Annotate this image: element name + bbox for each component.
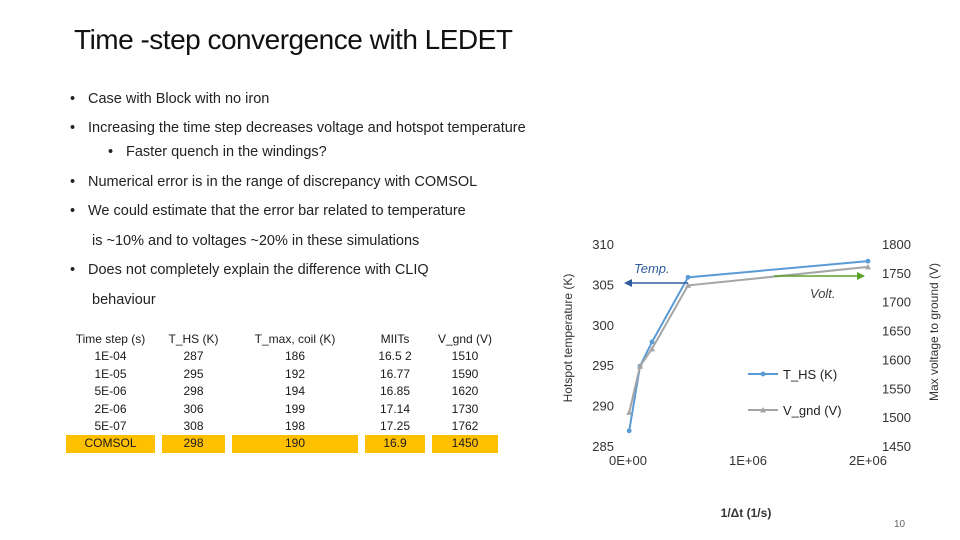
y-left-tick-label: 290 <box>592 399 614 414</box>
table-cell: 295 <box>183 366 204 381</box>
convergence-chart: 285 290 295 300 305 310 1450 1500 1550 1600 1650 1… <box>561 237 941 520</box>
table-cell: 5E-07 <box>94 419 127 434</box>
y-left-axis-label: Hotspot temperature (K) <box>561 274 575 403</box>
table-cell: 16.85 <box>379 384 411 399</box>
y-left-tick-label: 285 <box>592 439 614 454</box>
table-row: 5E-07 308 198 17.25 1762 <box>66 418 498 435</box>
table-cell: 16.9 <box>365 435 425 453</box>
table-header-row: Time step (s) T_HS (K) T_max, coil (K) M… <box>66 331 498 348</box>
table-cell: 1E-05 <box>94 366 127 381</box>
y-left-tick-label: 300 <box>592 318 614 333</box>
table-cell: 308 <box>183 419 204 434</box>
y-right-tick-label: 1450 <box>882 439 911 454</box>
table-cell: 1730 <box>451 401 479 416</box>
legend-marker <box>760 371 766 377</box>
bullet-item: • Increasing the time step decreases volt… <box>70 120 526 136</box>
table-cell: 1450 <box>432 435 498 453</box>
table-cell: 1620 <box>451 384 479 399</box>
data-point <box>626 428 632 434</box>
bullet-item: • We could estimate that the error bar re… <box>70 203 466 219</box>
table-cell: 17.14 <box>379 401 411 416</box>
table-cell: COMSOL <box>66 435 155 453</box>
data-point <box>649 339 655 345</box>
table-cell: 287 <box>183 349 204 364</box>
data-point <box>637 363 643 369</box>
table-header: V_gnd (V) <box>437 332 493 346</box>
bullet-continuation: is ~10% and to voltages ~20% in these si… <box>92 233 420 249</box>
legend-label: V_gnd (V) <box>783 403 842 418</box>
table-cell: 192 <box>284 366 306 381</box>
y-right-tick-label: 1600 <box>882 352 911 367</box>
table-cell: 2E-06 <box>94 401 127 416</box>
table-cell: 199 <box>284 401 306 416</box>
table-cell: 186 <box>284 349 306 364</box>
x-tick-label: 1E+06 <box>729 453 767 468</box>
table-cell: 16.77 <box>379 366 411 381</box>
annotation-temp: Temp. <box>634 261 670 276</box>
table-cell: 306 <box>183 401 204 416</box>
data-point <box>685 274 691 280</box>
annotation-arrowhead-volt <box>857 272 865 280</box>
slide-title: Time -step convergence with LEDET <box>74 24 513 55</box>
x-tick-label: 0E+00 <box>609 453 647 468</box>
x-axis-label: 1/Δt (1/s) <box>721 506 772 520</box>
data-point <box>685 282 691 288</box>
bullet-item: • Numerical error is in the range of disc… <box>70 174 478 190</box>
table-cell: 194 <box>284 384 306 399</box>
y-right-tick-label: 1800 <box>882 237 911 252</box>
table-cell: 1510 <box>451 349 479 364</box>
bullet-continuation: behaviour <box>92 292 156 308</box>
legend-marker <box>760 407 766 413</box>
y-right-tick-label: 1750 <box>882 266 911 281</box>
table-cell: 1762 <box>451 419 479 434</box>
table-header: Time step (s) <box>75 332 146 346</box>
y-right-tick-label: 1650 <box>882 324 911 339</box>
page-number: 10 <box>894 519 906 530</box>
table-header: MIITs <box>380 332 410 346</box>
table-cell: 17.25 <box>379 419 411 434</box>
x-tick-label: 2E+06 <box>849 453 887 468</box>
data-point <box>626 409 633 415</box>
table-cell: 1E-04 <box>94 349 127 364</box>
bullet-item: • Case with Block with no iron <box>70 91 270 107</box>
data-point <box>865 263 871 270</box>
sub-bullet-item: • Faster quench in the windings? <box>108 144 327 160</box>
y-left-tick-label: 310 <box>592 237 614 252</box>
table-cell: 298 <box>162 435 225 453</box>
y-right-tick-label: 1500 <box>882 410 911 425</box>
y-right-tick-label: 1550 <box>882 381 911 396</box>
table-row: 1E-04 287 186 16.5 2 1510 <box>66 348 498 365</box>
y-left-tick-label: 305 <box>592 277 614 292</box>
table-cell: 5E-06 <box>94 384 127 399</box>
bullet-item: • Does not completely explain the differe… <box>70 262 429 278</box>
table-row: 2E-06 306 199 17.14 1730 <box>66 401 498 418</box>
annotation-arrowhead-temp <box>624 279 632 287</box>
table-cell: 298 <box>183 384 204 399</box>
table-cell: 198 <box>284 419 306 434</box>
table-row-comsol: COMSOL 298 190 16.9 1450 <box>66 435 498 453</box>
table-row: 5E-06 298 194 16.85 1620 <box>66 383 498 400</box>
table-cell: 1590 <box>451 366 479 381</box>
table-cell: 190 <box>232 435 358 453</box>
table-header: T_HS (K) <box>168 332 219 346</box>
data-point <box>865 258 871 264</box>
legend-label: T_HS (K) <box>783 367 837 382</box>
y-left-tick-label: 295 <box>592 358 614 373</box>
y-right-tick-label: 1700 <box>882 295 911 310</box>
y-right-axis-label: Max voltage to ground (V) <box>927 263 941 401</box>
convergence-table: Time step (s) T_HS (K) T_max, coil (K) M… <box>66 331 498 453</box>
table-header: T_max, coil (K) <box>254 332 336 346</box>
table-cell: 16.5 2 <box>378 349 412 364</box>
data-point <box>649 345 655 352</box>
table-row: 1E-05 295 192 16.77 1590 <box>66 366 498 383</box>
annotation-volt: Volt. <box>810 286 836 301</box>
